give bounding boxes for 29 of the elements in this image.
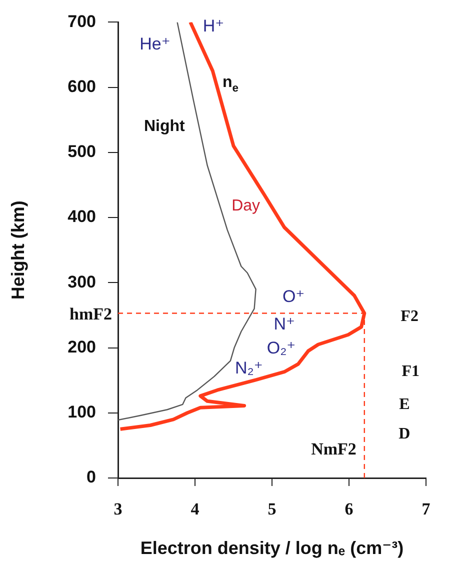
annotation: H⁺ [202, 16, 224, 36]
annotation: F2 [400, 308, 418, 326]
x-tick-label: 3 [114, 500, 122, 519]
annotation: N₂⁺ [234, 358, 263, 378]
annotation: E [399, 396, 410, 414]
y-tick-label: 700 [68, 12, 96, 31]
y-tick-label: 200 [68, 337, 96, 356]
annotation: O⁺ [282, 287, 305, 306]
y-tick-label: 600 [68, 77, 96, 96]
ref-line-label: hmF2 [70, 304, 112, 324]
y-tick-label: 500 [68, 142, 96, 162]
annotation: N⁺ [274, 314, 295, 334]
x-tick-label: 7 [422, 500, 431, 519]
annotation: F1 [402, 362, 420, 380]
series-label: Day [232, 197, 260, 214]
x-axis-title: Electron density / log nₑ (cm⁻³) [140, 538, 404, 558]
y-tick-label: 300 [68, 272, 96, 292]
annotation: O₂⁺ [266, 338, 296, 358]
ref-line-label: NmF2 [311, 439, 356, 458]
series-label: Night [144, 118, 186, 135]
annotation: D [398, 425, 410, 442]
x-tick-label: 6 [344, 500, 354, 519]
x-tick-label: 4 [190, 500, 200, 519]
y-tick-label: 0 [86, 468, 96, 487]
annotation: He⁺ [140, 34, 170, 54]
y-tick-label: 400 [68, 207, 96, 226]
x-tick-label: 5 [268, 500, 276, 519]
y-tick-label: 100 [68, 402, 96, 422]
y-axis-title: Height (km) [8, 200, 28, 300]
